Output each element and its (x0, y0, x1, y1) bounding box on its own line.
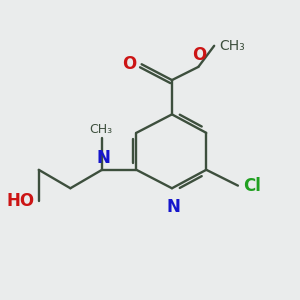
Text: Cl: Cl (243, 177, 261, 195)
Text: CH₃: CH₃ (219, 39, 245, 53)
Text: N: N (96, 148, 110, 166)
Text: HO: HO (7, 193, 35, 211)
Text: O: O (193, 46, 207, 64)
Text: N: N (166, 198, 180, 216)
Text: CH₃: CH₃ (89, 123, 112, 136)
Text: O: O (123, 55, 137, 73)
